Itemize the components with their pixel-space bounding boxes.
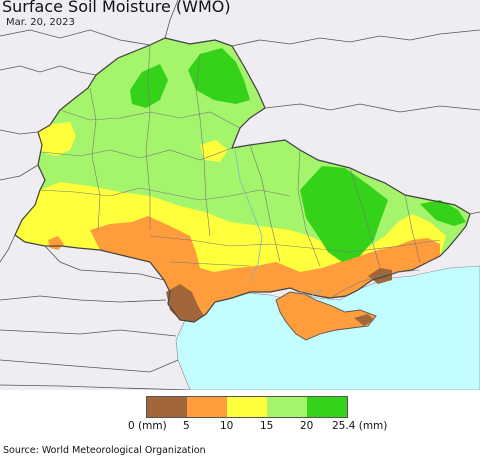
soil-moisture-map (0, 0, 480, 390)
zone-yellow-northwest (38, 122, 76, 156)
zone-dark-green-northeast (188, 48, 250, 104)
zone-brown-southwest (166, 284, 204, 322)
legend-label-0: 0 (mm) (128, 420, 167, 432)
legend-swatch-20-25 (307, 397, 347, 417)
map-date: Mar. 20, 2023 (6, 17, 75, 28)
azov-shore (329, 269, 421, 299)
ukraine-border (14, 37, 471, 323)
map-title: Surface Soil Moisture (WMO) (2, 0, 231, 16)
source-credit: Source: World Meteorological Organizatio… (3, 445, 206, 456)
zone-dark-green-north (130, 64, 168, 108)
zone-yellow-north (200, 140, 228, 162)
legend-label-5: 5 (183, 420, 190, 432)
legend-swatch-0-5 (147, 397, 187, 417)
legend: 0 (mm) 5 10 15 20 25.4 (mm) (120, 396, 390, 432)
legend-swatch-15-20 (267, 397, 307, 417)
zone-dark-green-east (300, 166, 388, 262)
legend-color-bar (146, 396, 348, 418)
legend-swatch-5-10 (187, 397, 227, 417)
crimea (275, 291, 377, 341)
legend-label-25: 25.4 (mm) (332, 420, 388, 432)
oblast-borders (39, 44, 441, 269)
legend-label-10: 10 (220, 420, 234, 432)
zone-dark-green-fareast (420, 200, 466, 226)
legend-label-20: 20 (300, 420, 314, 432)
rivers (234, 149, 323, 297)
legend-label-15: 15 (260, 420, 274, 432)
zone-brown-crimea (354, 314, 374, 326)
legend-swatch-10-15 (227, 397, 267, 417)
country-borders (0, 0, 480, 390)
